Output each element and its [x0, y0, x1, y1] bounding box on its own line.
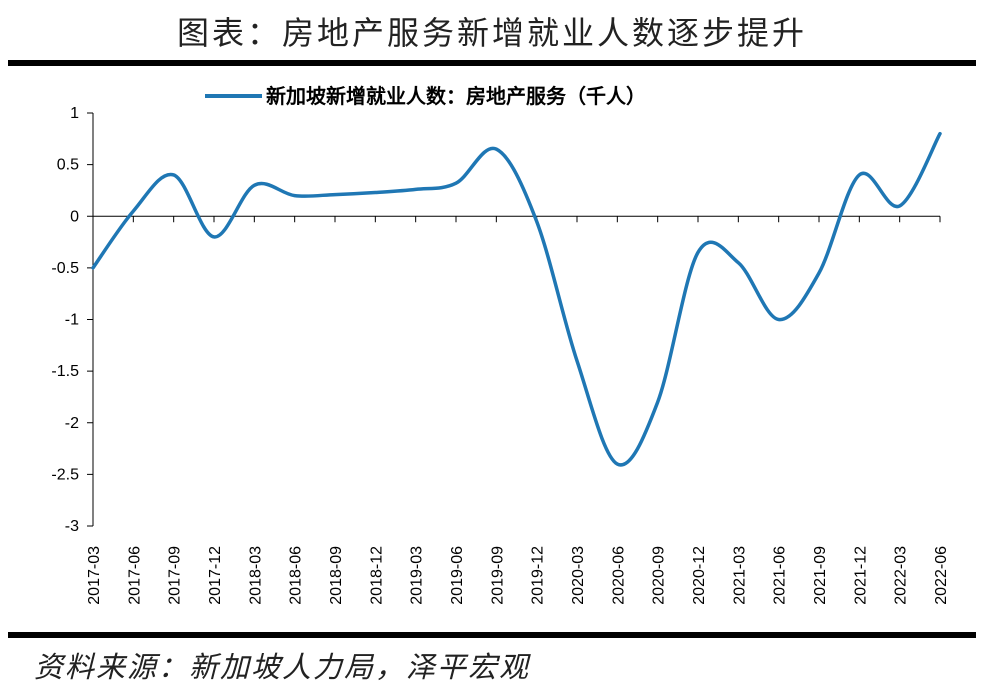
data-point [454, 181, 458, 185]
legend: 新加坡新增就业人数：房地产服务（千人） [205, 84, 646, 108]
x-tick-label: 2017-06 [126, 546, 143, 605]
x-tick-label: 2019-12 [530, 546, 547, 605]
data-point [777, 318, 781, 322]
x-axis: 2017-03 2017-06 2017-09 2017-12 2018-03 2018-… [86, 215, 950, 605]
data-point [131, 209, 135, 213]
data-point [293, 194, 297, 198]
x-tick-label: 2022-03 [893, 546, 910, 605]
x-tick-label: 2018-06 [288, 546, 305, 605]
data-point [212, 235, 216, 239]
x-tick-label: 2020-06 [610, 546, 627, 605]
line-chart: 新加坡新增就业人数：房地产服务（千人） 1 0.5 0 -0.5 -1 -1.5 -2 -2.… [51, 84, 950, 605]
series-line [91, 131, 942, 467]
y-tick-label: -1 [65, 312, 79, 329]
data-point [857, 173, 861, 177]
source-note: 资料来源：新加坡人力局，泽平宏观 [34, 650, 531, 684]
data-point [373, 191, 377, 195]
y-tick-label: 1 [70, 105, 79, 122]
y-tick-label: 0 [70, 208, 79, 225]
x-tick-label: 2018-09 [328, 546, 345, 605]
x-tick-label: 2021-12 [852, 546, 869, 605]
y-axis: 1 0.5 0 -0.5 -1 -1.5 -2 -2.5 -3 [51, 105, 94, 535]
y-tick-label: -1.5 [51, 363, 79, 380]
x-tick-label: 2021-03 [731, 546, 748, 605]
x-tick-label: 2019-09 [489, 546, 506, 605]
x-tick-label: 2020-09 [651, 546, 668, 605]
data-point [252, 183, 256, 187]
data-point [938, 132, 942, 136]
data-point [414, 187, 418, 191]
x-tick-label: 2021-06 [772, 546, 789, 605]
data-point [898, 204, 902, 208]
plot-area [91, 131, 942, 467]
bottom-rule [8, 632, 976, 638]
x-tick-label: 2022-06 [933, 546, 950, 605]
data-point [535, 219, 539, 223]
x-tick-label: 2019-03 [409, 546, 426, 605]
x-tick-label: 2019-06 [449, 546, 466, 605]
x-tick-label: 2020-12 [691, 546, 708, 605]
x-tick-label: 2021-09 [812, 546, 829, 605]
y-tick-label: 0.5 [57, 157, 79, 174]
data-point [696, 250, 700, 254]
x-tick-label: 2020-03 [570, 546, 587, 605]
data-point [91, 266, 95, 270]
y-tick-label: -2 [65, 415, 79, 432]
data-point [172, 173, 176, 177]
data-point [817, 271, 821, 275]
y-tick-label: -3 [65, 518, 79, 535]
data-point [656, 400, 660, 404]
y-tick-label: -0.5 [51, 260, 79, 277]
legend-label: 新加坡新增就业人数：房地产服务（千人） [266, 84, 646, 108]
x-tick-label: 2018-12 [368, 546, 385, 605]
data-point [333, 193, 337, 197]
data-point [494, 147, 498, 151]
data-point [736, 261, 740, 265]
x-tick-label: 2017-12 [207, 546, 224, 605]
figure-title: 图表：房地产服务新增就业人数逐步提升 [176, 14, 807, 52]
data-point [615, 462, 619, 466]
y-tick-label: -2.5 [51, 466, 79, 483]
x-tick-label: 2017-03 [86, 546, 103, 605]
data-point [575, 359, 579, 363]
x-tick-label: 2018-03 [247, 546, 264, 605]
top-rule [8, 60, 976, 66]
x-tick-label: 2017-09 [167, 546, 184, 605]
